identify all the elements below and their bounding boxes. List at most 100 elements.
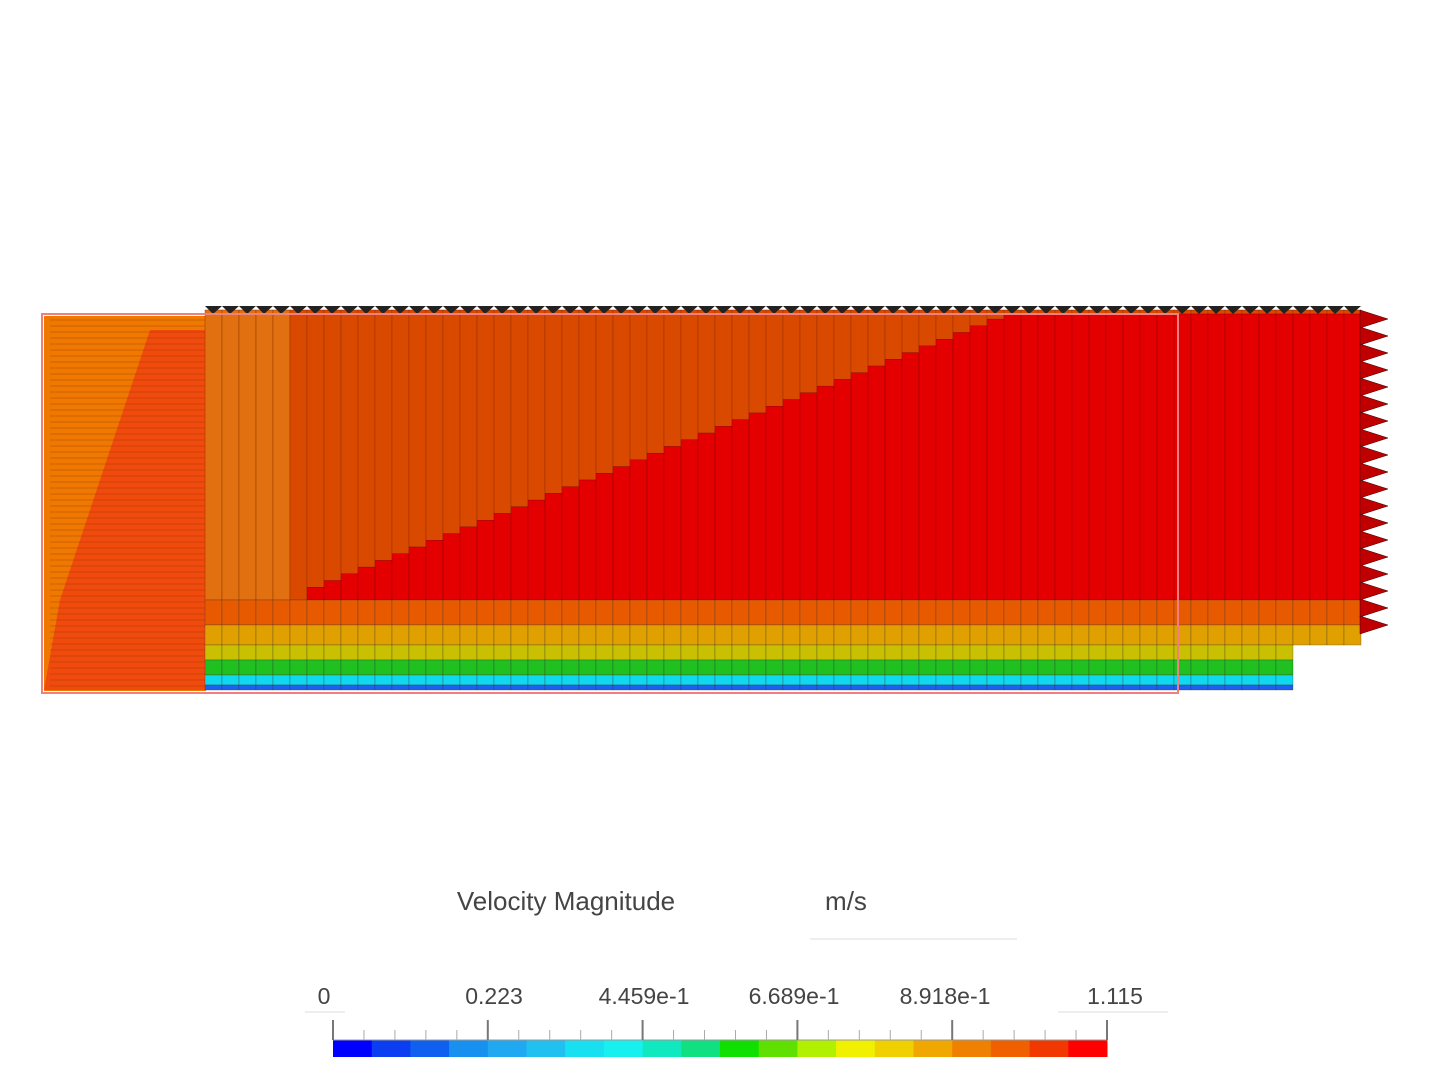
cell [1190, 674, 1209, 686]
cell [799, 624, 818, 646]
cell [816, 599, 835, 626]
arrow-tip [579, 306, 596, 314]
cell [544, 624, 563, 646]
cell [459, 599, 478, 626]
cell [510, 644, 529, 661]
cell [527, 684, 546, 691]
cell [1241, 313, 1260, 601]
cell [527, 499, 546, 601]
cell [391, 674, 410, 686]
cell [1088, 684, 1107, 691]
cell [799, 684, 818, 691]
cell [612, 684, 631, 691]
arrow-tip [460, 306, 477, 314]
color-band [836, 1040, 876, 1057]
cell [527, 624, 546, 646]
arrow-tip [851, 306, 868, 314]
cell [867, 365, 886, 601]
cell [544, 644, 563, 661]
cell [1071, 644, 1090, 661]
tick-label: 4.459e-1 [599, 983, 690, 1009]
cell [374, 684, 393, 691]
cell [391, 599, 410, 626]
cell [1343, 624, 1362, 646]
cell [323, 624, 342, 646]
cell [1241, 684, 1260, 691]
cell [867, 644, 886, 661]
cell [1326, 599, 1345, 626]
cell [731, 659, 750, 676]
cell [459, 674, 478, 686]
cell [1241, 599, 1260, 626]
cell [459, 659, 478, 676]
arrow-tip [1344, 306, 1361, 314]
cell [918, 624, 937, 646]
cell [850, 684, 869, 691]
cell [1275, 644, 1294, 661]
cell [357, 644, 376, 661]
cell [272, 644, 291, 661]
cell [1054, 599, 1073, 626]
cell [1071, 674, 1090, 686]
arrow-tip [1310, 306, 1327, 314]
cell [527, 599, 546, 626]
arrow-tip [1140, 306, 1157, 314]
cell [272, 659, 291, 676]
cell [935, 599, 954, 626]
cell [663, 674, 682, 686]
arrow-tip [1055, 306, 1072, 314]
color-band [990, 1040, 1031, 1057]
cell [425, 644, 444, 661]
cell [374, 644, 393, 661]
arrow-tip [1072, 306, 1089, 314]
cell [1037, 624, 1056, 646]
arrow-tip [1089, 306, 1106, 314]
cell [1326, 624, 1345, 646]
cell [833, 659, 852, 676]
cell [1105, 644, 1124, 661]
cell [340, 309, 359, 575]
cell [748, 684, 767, 691]
cell [969, 644, 988, 661]
cell [918, 674, 937, 686]
cell [1173, 659, 1192, 676]
cell [918, 684, 937, 691]
cell [748, 659, 767, 676]
cell [816, 644, 835, 661]
cell [1207, 674, 1226, 686]
cell [272, 674, 291, 686]
cell [1139, 659, 1158, 676]
cell [1003, 624, 1022, 646]
cell [850, 624, 869, 646]
cell [255, 599, 274, 626]
arrow-tip [613, 306, 630, 314]
arrow-tip [528, 306, 545, 314]
cell [561, 486, 580, 601]
arrow-tip [596, 306, 613, 314]
cell [340, 684, 359, 691]
cell [561, 309, 580, 487]
cell [459, 624, 478, 646]
cell [646, 599, 665, 626]
cell [714, 624, 733, 646]
cell [425, 309, 444, 541]
cell [697, 659, 716, 676]
cell [986, 318, 1005, 601]
cell [697, 674, 716, 686]
cell [306, 684, 325, 691]
cell [833, 674, 852, 686]
arrow-head [1359, 309, 1389, 329]
cell [1207, 624, 1226, 646]
cell [595, 644, 614, 661]
cell [782, 624, 801, 646]
arrow-tip [426, 306, 443, 314]
cell [1292, 624, 1311, 646]
cell [782, 399, 801, 601]
arrow-head [1359, 462, 1389, 482]
cell [238, 309, 257, 601]
cell [306, 659, 325, 676]
cell [272, 684, 291, 691]
cell [493, 684, 512, 691]
cell [1088, 624, 1107, 646]
cell [1088, 659, 1107, 676]
